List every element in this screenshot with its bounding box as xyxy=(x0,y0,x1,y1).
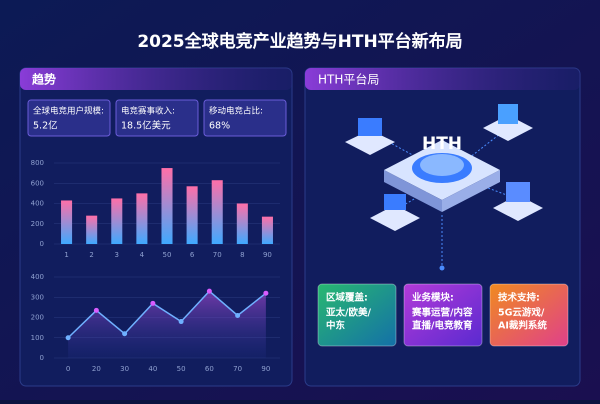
card-title: 技术支持: xyxy=(498,292,540,304)
left-header xyxy=(20,68,292,90)
bar xyxy=(211,180,223,244)
card-line: 亚太/欧美/ xyxy=(326,307,371,319)
card-title: 区域覆盖: xyxy=(326,292,368,304)
y-tick-label: 400 xyxy=(31,273,44,281)
y-tick-label: 200 xyxy=(31,220,44,228)
card-line: AI裁判系统 xyxy=(498,320,547,332)
y-tick-label: 200 xyxy=(31,314,44,322)
bar xyxy=(161,168,173,244)
stat-label: 全球电竞用户规模: xyxy=(33,106,104,117)
card-line: 中东 xyxy=(326,320,346,332)
x-tick-label: 40 xyxy=(148,365,157,373)
x-tick-label: 30 xyxy=(120,365,129,373)
x-tick-label: 50 xyxy=(177,365,186,373)
stat-label: 电竞赛事收入: xyxy=(121,106,175,117)
bar xyxy=(186,186,198,244)
x-tick-label: 90 xyxy=(263,251,272,259)
y-tick-label: 0 xyxy=(40,240,44,248)
x-tick-label: 1 xyxy=(64,251,68,259)
point xyxy=(178,319,184,325)
point xyxy=(65,335,71,341)
x-tick-label: 8 xyxy=(240,251,244,259)
feature-card xyxy=(317,283,397,347)
stat-card xyxy=(115,99,199,137)
point xyxy=(122,331,128,337)
x-tick-label: 3 xyxy=(115,251,119,259)
card-title: 业务模块: xyxy=(412,292,454,304)
feature-card xyxy=(403,283,483,347)
y-tick-label: 300 xyxy=(31,293,44,301)
platform-diagram: HTH xyxy=(345,104,543,271)
y-tick-label: 0 xyxy=(40,354,44,362)
right-title: HTH平台局 xyxy=(318,72,379,87)
bar xyxy=(86,215,98,244)
x-tick-label: 20 xyxy=(92,365,101,373)
left-title: 趋势 xyxy=(32,72,56,87)
point xyxy=(235,312,241,318)
point xyxy=(206,288,212,294)
bar xyxy=(136,193,148,244)
card-line: 赛事运营/内容 xyxy=(411,307,473,319)
point xyxy=(93,307,99,313)
x-tick-label: 4 xyxy=(140,251,145,259)
line xyxy=(67,290,267,339)
x-tick-label: 60 xyxy=(205,365,214,373)
point xyxy=(263,290,269,296)
x-tick-label: 0 xyxy=(66,365,70,373)
stat-card xyxy=(27,99,111,137)
bar xyxy=(61,200,73,244)
y-tick-label: 100 xyxy=(31,334,44,342)
point xyxy=(150,300,156,306)
x-tick-label: 2 xyxy=(89,251,93,259)
area xyxy=(68,291,266,358)
stat-value: 18.5亿美元 xyxy=(121,120,171,132)
y-tick-label: 800 xyxy=(31,159,44,167)
bar xyxy=(236,203,248,244)
bar xyxy=(261,216,273,244)
x-tick-label: 70 xyxy=(233,365,242,373)
x-tick-label: 70 xyxy=(213,251,222,259)
diagram-label: HTH xyxy=(422,134,462,154)
x-tick-label: 50 xyxy=(163,251,172,259)
stat-value: 68% xyxy=(209,121,230,132)
bar xyxy=(111,198,123,244)
y-tick-label: 600 xyxy=(31,179,44,187)
stat-value: 5.2亿 xyxy=(33,120,58,132)
card-line: 5G云游戏/ xyxy=(498,307,545,319)
feature-card xyxy=(489,283,569,347)
page-title: 2025全球电竞产业趋势与HTH平台新布局 xyxy=(137,31,462,52)
x-tick-label: 6 xyxy=(190,251,195,259)
card-line: 直播/电竞教育 xyxy=(412,320,473,332)
stat-card xyxy=(203,99,287,137)
right-header xyxy=(305,68,580,90)
stat-label: 移动电竞占比: xyxy=(209,106,263,117)
x-tick-label: 90 xyxy=(261,365,270,373)
y-tick-label: 400 xyxy=(31,200,44,208)
